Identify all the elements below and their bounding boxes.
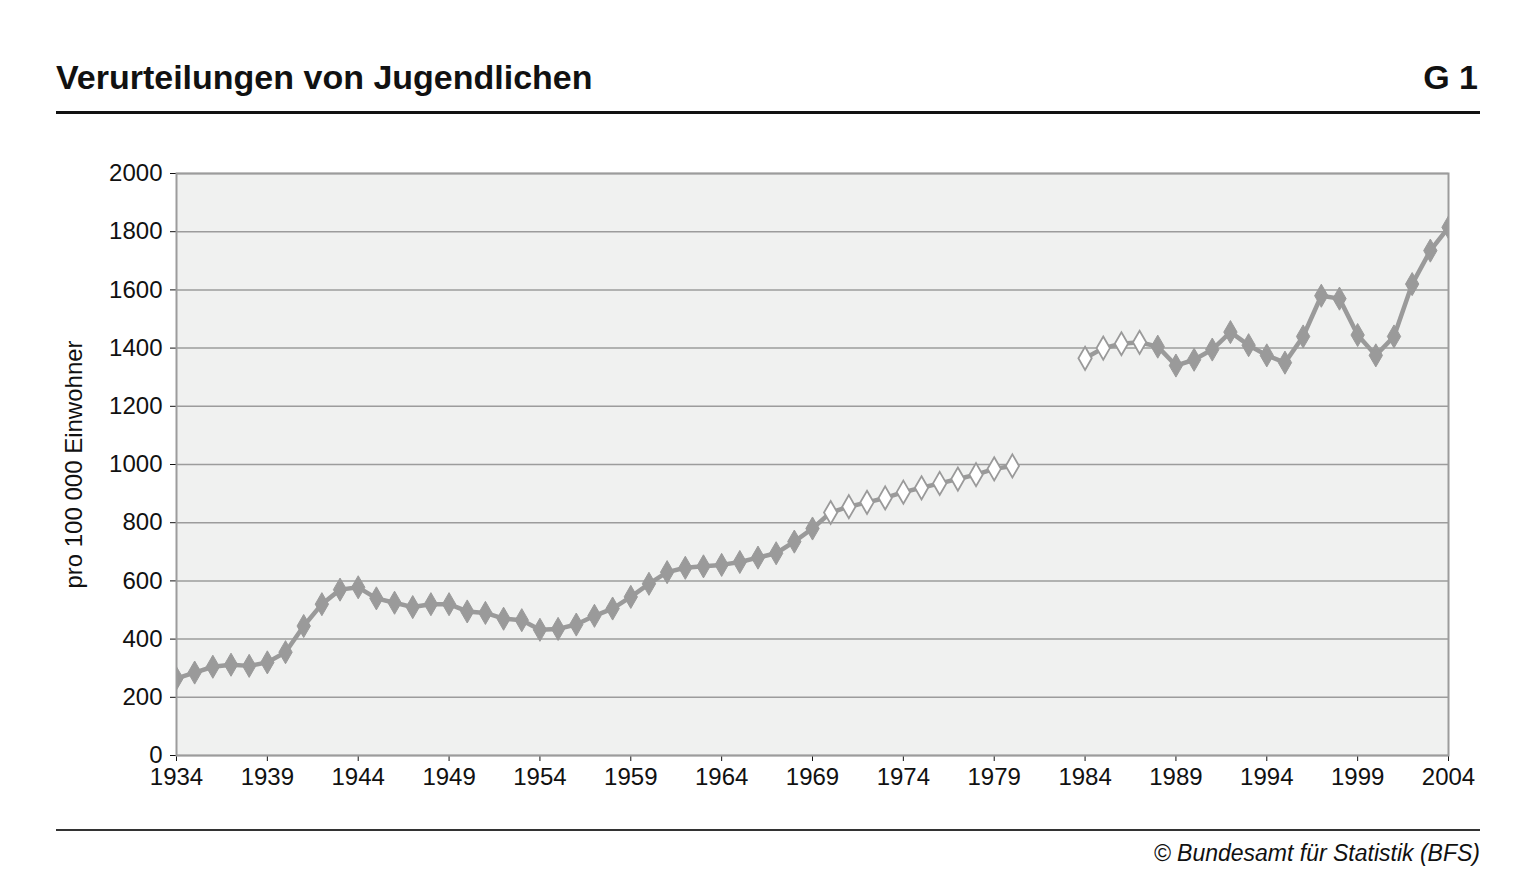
html-text:Verurteilungen von Jugendliche: Verurteilungen von Jugendlichen	[56, 58, 593, 96]
svg-text:1969: 1969	[786, 763, 839, 790]
svg-text:800: 800	[122, 508, 162, 535]
svg-text:1000: 1000	[109, 450, 162, 477]
svg-text:1989: 1989	[1149, 763, 1202, 790]
svg-text:400: 400	[122, 625, 162, 652]
svg-text:1600: 1600	[109, 276, 162, 303]
html-text:© Bundesamt für Statistik (BFS: © Bundesamt für Statistik (BFS)	[1153, 840, 1480, 866]
svg-text:1939: 1939	[241, 763, 294, 790]
svg-text:600: 600	[122, 567, 162, 594]
svg-text:2004: 2004	[1422, 763, 1475, 790]
svg-text:1400: 1400	[109, 334, 162, 361]
svg-text:1954: 1954	[513, 763, 566, 790]
svg-text:1964: 1964	[695, 763, 748, 790]
svg-text:1994: 1994	[1240, 763, 1293, 790]
svg-text:1934: 1934	[150, 763, 203, 790]
svg-text:1949: 1949	[422, 763, 475, 790]
svg-text:1999: 1999	[1331, 763, 1384, 790]
svg-text:1959: 1959	[604, 763, 657, 790]
svg-text:1200: 1200	[109, 392, 162, 419]
html-text:G 1: G 1	[1423, 58, 1478, 96]
svg-text:1944: 1944	[332, 763, 385, 790]
svg-text:1984: 1984	[1058, 763, 1111, 790]
svg-text:2000: 2000	[109, 159, 162, 186]
svg-text:pro 100 000 Einwohner: pro 100 000 Einwohner	[60, 340, 87, 588]
svg-text:1974: 1974	[877, 763, 930, 790]
svg-text:0: 0	[149, 741, 163, 769]
svg-text:200: 200	[122, 683, 162, 710]
svg-text:1979: 1979	[968, 763, 1021, 790]
svg-text:1800: 1800	[109, 217, 162, 244]
